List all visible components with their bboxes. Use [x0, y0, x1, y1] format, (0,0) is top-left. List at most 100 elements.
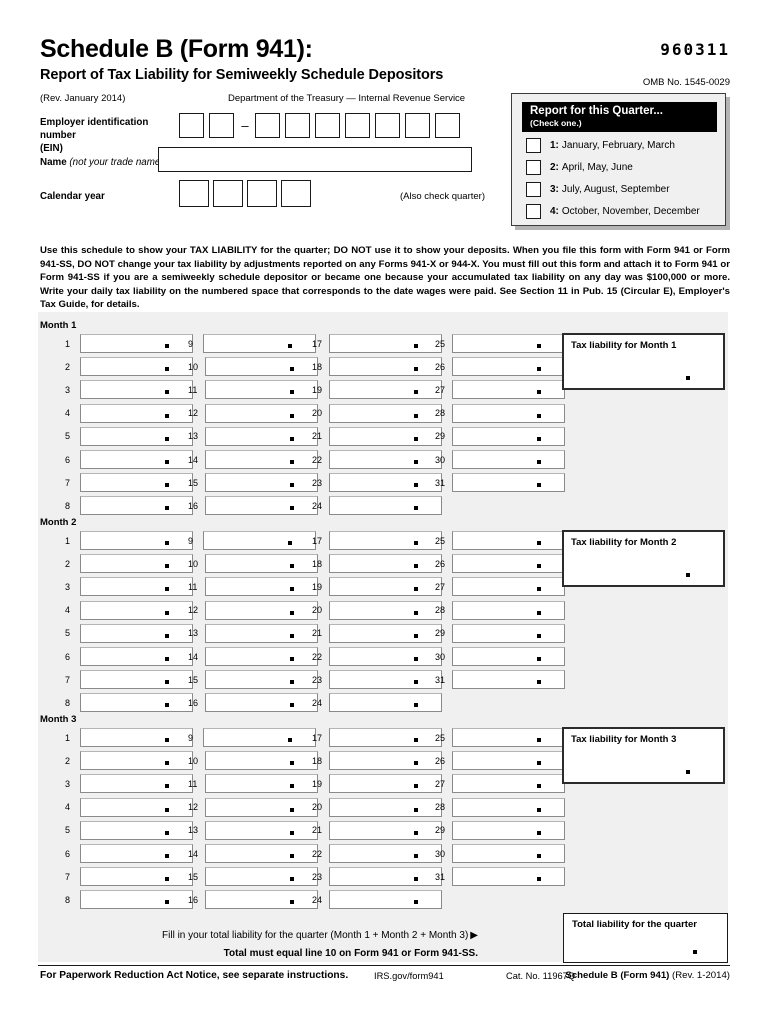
ein-digit-8[interactable] — [405, 113, 430, 138]
entry-amount-field[interactable] — [205, 670, 318, 690]
quarter-checkbox-1[interactable] — [526, 138, 541, 153]
entry-amount-field[interactable] — [80, 426, 193, 446]
entry-amount-field[interactable] — [80, 531, 193, 550]
entry-amount-field[interactable] — [80, 797, 193, 817]
entry-amount-field[interactable] — [329, 473, 442, 493]
total-liability-box[interactable]: Total liability for the quarter — [563, 913, 728, 963]
entry-amount-field[interactable] — [80, 844, 193, 863]
entry-amount-field[interactable] — [80, 867, 193, 887]
entry-amount-field[interactable] — [452, 797, 565, 817]
entry-amount-field[interactable] — [80, 820, 193, 840]
entry-amount-field[interactable] — [80, 357, 193, 377]
entry-amount-field[interactable] — [205, 867, 318, 887]
entry-amount-field[interactable] — [452, 473, 565, 493]
ein-digit-1[interactable] — [179, 113, 204, 138]
entry-amount-field[interactable] — [205, 890, 318, 910]
entry-amount-field[interactable] — [329, 403, 442, 423]
ein-digit-7[interactable] — [375, 113, 400, 138]
ein-digit-3[interactable] — [255, 113, 280, 138]
entry-amount-field[interactable] — [329, 554, 442, 574]
entry-amount-field[interactable] — [329, 751, 442, 771]
entry-amount-field[interactable] — [80, 890, 193, 910]
entry-amount-field[interactable] — [80, 403, 193, 423]
entry-amount-field[interactable] — [80, 496, 193, 516]
entry-amount-field[interactable] — [205, 554, 318, 574]
entry-amount-field[interactable] — [452, 531, 565, 550]
entry-amount-field[interactable] — [329, 380, 442, 400]
entry-amount-field[interactable] — [329, 670, 442, 690]
entry-amount-field[interactable] — [452, 728, 565, 747]
entry-amount-field[interactable] — [205, 450, 318, 469]
entry-amount-field[interactable] — [329, 600, 442, 620]
ein-digit-5[interactable] — [315, 113, 340, 138]
year-digit-1[interactable] — [179, 180, 209, 207]
entry-amount-field[interactable] — [452, 357, 565, 377]
entry-amount-field[interactable] — [80, 670, 193, 690]
entry-amount-field[interactable] — [329, 450, 442, 469]
entry-amount-field[interactable] — [329, 623, 442, 643]
entry-amount-field[interactable] — [329, 334, 442, 353]
entry-amount-field[interactable] — [452, 334, 565, 353]
month-liability-box-3[interactable]: Tax liability for Month 3 — [562, 727, 725, 784]
entry-amount-field[interactable] — [205, 693, 318, 713]
entry-amount-field[interactable] — [452, 751, 565, 771]
year-digit-3[interactable] — [247, 180, 277, 207]
year-digit-2[interactable] — [213, 180, 243, 207]
month-liability-box-2[interactable]: Tax liability for Month 2 — [562, 530, 725, 587]
year-digit-4[interactable] — [281, 180, 311, 207]
entry-amount-field[interactable] — [205, 774, 318, 794]
entry-amount-field[interactable] — [80, 473, 193, 493]
name-input[interactable] — [158, 147, 472, 172]
entry-amount-field[interactable] — [329, 774, 442, 794]
entry-amount-field[interactable] — [205, 844, 318, 863]
entry-amount-field[interactable] — [205, 577, 318, 597]
entry-amount-field[interactable] — [452, 577, 565, 597]
entry-amount-field[interactable] — [80, 554, 193, 574]
entry-amount-field[interactable] — [329, 357, 442, 377]
entry-amount-field[interactable] — [80, 751, 193, 771]
entry-amount-field[interactable] — [329, 693, 442, 713]
entry-amount-field[interactable] — [205, 820, 318, 840]
entry-amount-field[interactable] — [452, 450, 565, 469]
entry-amount-field[interactable] — [329, 890, 442, 910]
entry-amount-field[interactable] — [80, 623, 193, 643]
entry-amount-field[interactable] — [205, 647, 318, 666]
entry-amount-field[interactable] — [80, 380, 193, 400]
entry-amount-field[interactable] — [205, 797, 318, 817]
quarter-checkbox-3[interactable] — [526, 182, 541, 197]
month-liability-box-1[interactable]: Tax liability for Month 1 — [562, 333, 725, 390]
entry-amount-field[interactable] — [329, 426, 442, 446]
entry-amount-field[interactable] — [203, 728, 316, 747]
entry-amount-field[interactable] — [80, 647, 193, 666]
entry-amount-field[interactable] — [205, 426, 318, 446]
entry-amount-field[interactable] — [329, 577, 442, 597]
entry-amount-field[interactable] — [205, 380, 318, 400]
entry-amount-field[interactable] — [329, 797, 442, 817]
entry-amount-field[interactable] — [205, 751, 318, 771]
entry-amount-field[interactable] — [329, 647, 442, 666]
quarter-option-1[interactable]: 1: January, February, March — [526, 138, 675, 153]
entry-amount-field[interactable] — [329, 496, 442, 516]
entry-amount-field[interactable] — [452, 600, 565, 620]
entry-amount-field[interactable] — [452, 380, 565, 400]
entry-amount-field[interactable] — [452, 867, 565, 887]
ein-digit-9[interactable] — [435, 113, 460, 138]
entry-amount-field[interactable] — [329, 820, 442, 840]
ein-digit-2[interactable] — [209, 113, 234, 138]
entry-amount-field[interactable] — [452, 426, 565, 446]
entry-amount-field[interactable] — [452, 647, 565, 666]
quarter-option-2[interactable]: 2: April, May, June — [526, 160, 633, 175]
entry-amount-field[interactable] — [205, 600, 318, 620]
quarter-checkbox-4[interactable] — [526, 204, 541, 219]
entry-amount-field[interactable] — [80, 450, 193, 469]
entry-amount-field[interactable] — [80, 693, 193, 713]
quarter-option-3[interactable]: 3: July, August, September — [526, 182, 670, 197]
entry-amount-field[interactable] — [452, 670, 565, 690]
ein-digit-4[interactable] — [285, 113, 310, 138]
entry-amount-field[interactable] — [205, 496, 318, 516]
entry-amount-field[interactable] — [205, 403, 318, 423]
entry-amount-field[interactable] — [205, 623, 318, 643]
entry-amount-field[interactable] — [80, 334, 193, 353]
entry-amount-field[interactable] — [205, 357, 318, 377]
entry-amount-field[interactable] — [80, 774, 193, 794]
